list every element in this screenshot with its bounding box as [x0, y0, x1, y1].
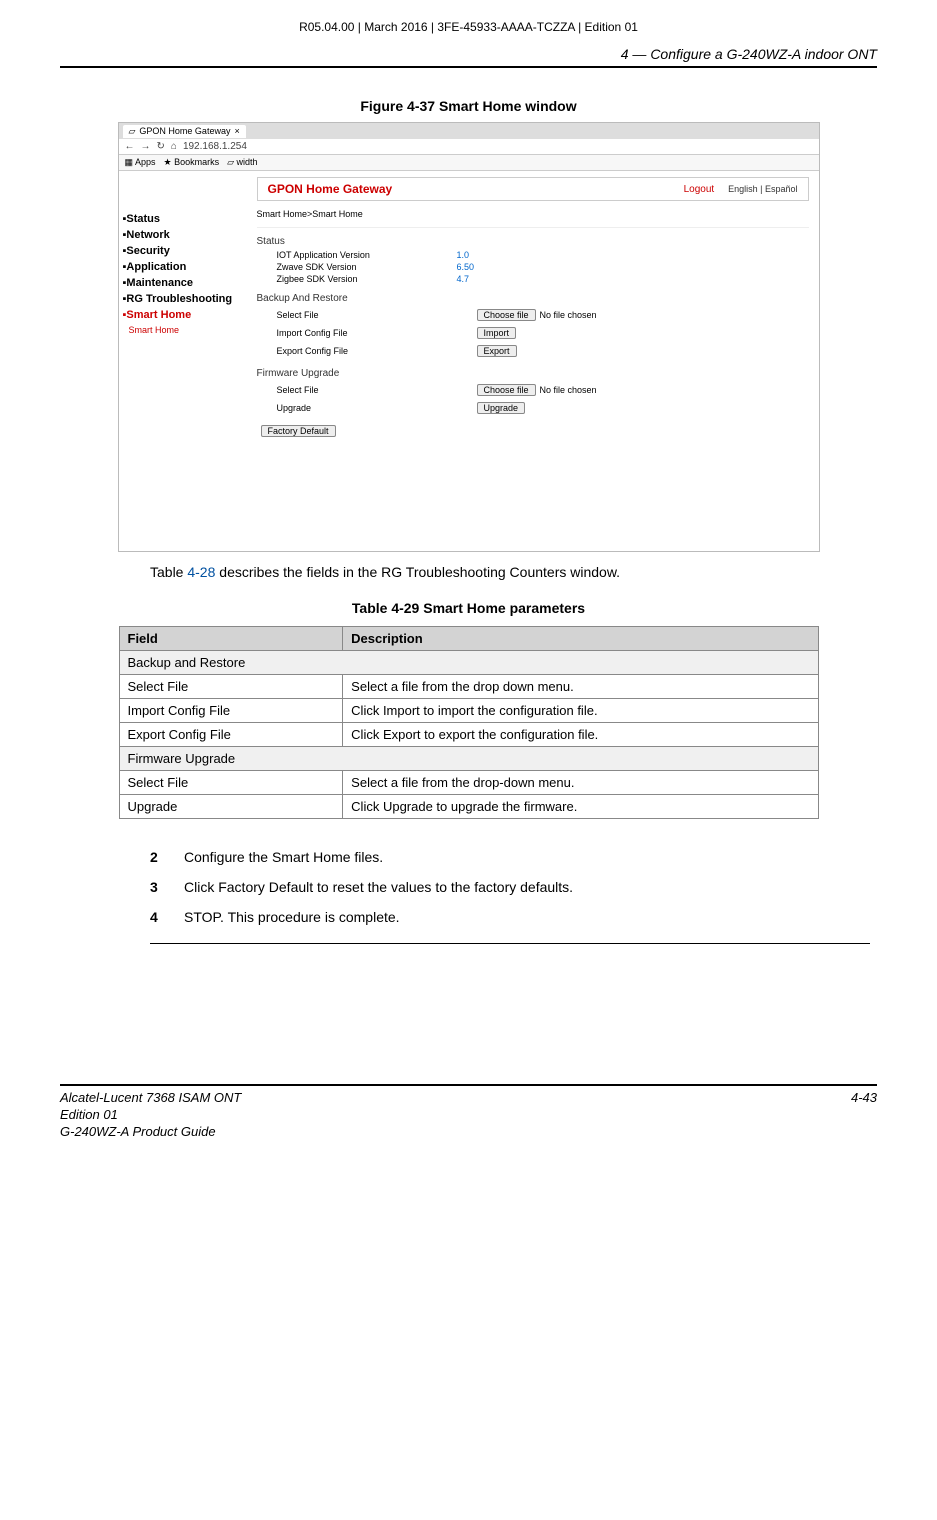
bookmarks-bar: ▦ Apps ★ Bookmarks ▱ width [119, 155, 819, 171]
table-header-desc: Description [343, 627, 818, 651]
close-icon[interactable]: × [234, 126, 239, 136]
sidebar-subitem-smarthome[interactable]: Smart Home [123, 323, 243, 337]
table-section: Firmware Upgrade [119, 747, 818, 771]
main-panel: GPON Home Gateway Logout English | Españ… [247, 171, 819, 551]
header-meta: R05.04.00 | March 2016 | 3FE-45933-AAAA-… [60, 20, 877, 34]
chapter-heading: 4 — Configure a G-240WZ-A indoor ONT [60, 46, 877, 68]
figure-caption: Figure 4-37 Smart Home window [60, 98, 877, 114]
footer-line1: Alcatel-Lucent 7368 ISAM ONT [60, 1090, 241, 1107]
nav-reload-icon[interactable]: ↻ [157, 141, 165, 152]
table-reference-link[interactable]: 4-28 [187, 564, 215, 580]
sidebar-item-smarthome[interactable]: ▪Smart Home [123, 307, 243, 323]
apps-icon[interactable]: ▦ Apps [125, 157, 156, 168]
gateway-header: GPON Home Gateway Logout English | Españ… [257, 177, 809, 201]
step: 3Click Factory Default to reset the valu… [150, 879, 817, 895]
page-footer: Alcatel-Lucent 7368 ISAM ONT Edition 01 … [60, 1084, 877, 1141]
status-row: IOT Application Version1.0 [257, 249, 809, 261]
tab-title: GPON Home Gateway [139, 126, 230, 136]
fw-choose-file-button[interactable]: Choose file [477, 384, 536, 396]
factory-default-button[interactable]: Factory Default [261, 425, 336, 437]
table-row: Import Config FileClick Import to import… [119, 699, 818, 723]
status-row: Zwave SDK Version6.50 [257, 261, 809, 273]
procedure-steps: 2Configure the Smart Home files. 3Click … [150, 849, 817, 925]
table-row: Select FileSelect a file from the drop-d… [119, 771, 818, 795]
table-row: Export Config FileClick Export to export… [119, 723, 818, 747]
select-file-row: Select File Choose file No file chosen [257, 306, 809, 324]
sidebar-item-rg[interactable]: ▪RG Troubleshooting [123, 291, 243, 307]
bookmarks-link[interactable]: ★ Bookmarks [164, 157, 220, 168]
end-rule [150, 943, 870, 944]
table-section: Backup and Restore [119, 651, 818, 675]
export-label: Export Config File [277, 346, 477, 356]
status-row: Zigbee SDK Version4.7 [257, 273, 809, 285]
language-toggle[interactable]: English | Español [728, 184, 797, 194]
table-header-field: Field [119, 627, 343, 651]
step: 2Configure the Smart Home files. [150, 849, 817, 865]
screenshot-frame: ▱ GPON Home Gateway × ← → ↻ ⌂ 192.168.1.… [118, 122, 820, 552]
upgrade-row: Upgrade Upgrade [257, 399, 809, 417]
upgrade-label: Upgrade [277, 403, 477, 413]
table-row: Select FileSelect a file from the drop d… [119, 675, 818, 699]
sidebar-item-application[interactable]: ▪Application [123, 259, 243, 275]
nav-home-icon[interactable]: ⌂ [171, 141, 177, 152]
table-row: UpgradeClick Upgrade to upgrade the firm… [119, 795, 818, 819]
export-button[interactable]: Export [477, 345, 517, 357]
select-file-label: Select File [277, 310, 477, 320]
browser-tab[interactable]: ▱ GPON Home Gateway × [123, 125, 246, 138]
footer-line3: G-240WZ-A Product Guide [60, 1124, 241, 1141]
table-caption: Table 4-29 Smart Home parameters [60, 600, 877, 616]
sidebar-item-security[interactable]: ▪Security [123, 243, 243, 259]
width-link[interactable]: ▱ width [227, 157, 257, 168]
footer-line2: Edition 01 [60, 1107, 241, 1124]
upgrade-button[interactable]: Upgrade [477, 402, 526, 414]
address-bar: ← → ↻ ⌂ 192.168.1.254 [119, 139, 819, 155]
import-label: Import Config File [277, 328, 477, 338]
no-file-text: No file chosen [540, 310, 597, 320]
choose-file-button[interactable]: Choose file [477, 309, 536, 321]
sidebar-item-maintenance[interactable]: ▪Maintenance [123, 275, 243, 291]
firmware-heading: Firmware Upgrade [257, 360, 809, 381]
nav-back-icon[interactable]: ← [125, 141, 135, 152]
import-row: Import Config File Import [257, 324, 809, 342]
sidebar-item-network[interactable]: ▪Network [123, 227, 243, 243]
export-row: Export Config File Export [257, 342, 809, 360]
sidebar-nav: ▪Status ▪Network ▪Security ▪Application … [119, 171, 247, 551]
fw-no-file-text: No file chosen [540, 385, 597, 395]
parameters-table: Field Description Backup and Restore Sel… [119, 626, 819, 819]
logout-link[interactable]: Logout [684, 184, 715, 195]
step: 4STOP. This procedure is complete. [150, 909, 817, 925]
status-heading: Status [257, 228, 809, 249]
url-text[interactable]: 192.168.1.254 [183, 141, 247, 152]
fw-select-file-label: Select File [277, 385, 477, 395]
sidebar-item-status[interactable]: ▪Status [123, 211, 243, 227]
breadcrumb: Smart Home>Smart Home [257, 205, 809, 228]
tab-favicon: ▱ [129, 126, 136, 137]
import-button[interactable]: Import [477, 327, 517, 339]
paragraph: Table 4-28 describes the fields in the R… [150, 564, 877, 580]
backup-heading: Backup And Restore [257, 285, 809, 306]
gateway-title: GPON Home Gateway [268, 182, 393, 196]
browser-tab-bar: ▱ GPON Home Gateway × [119, 123, 819, 139]
nav-forward-icon[interactable]: → [141, 141, 151, 152]
fw-select-file-row: Select File Choose file No file chosen [257, 381, 809, 399]
page-number: 4-43 [851, 1090, 877, 1141]
